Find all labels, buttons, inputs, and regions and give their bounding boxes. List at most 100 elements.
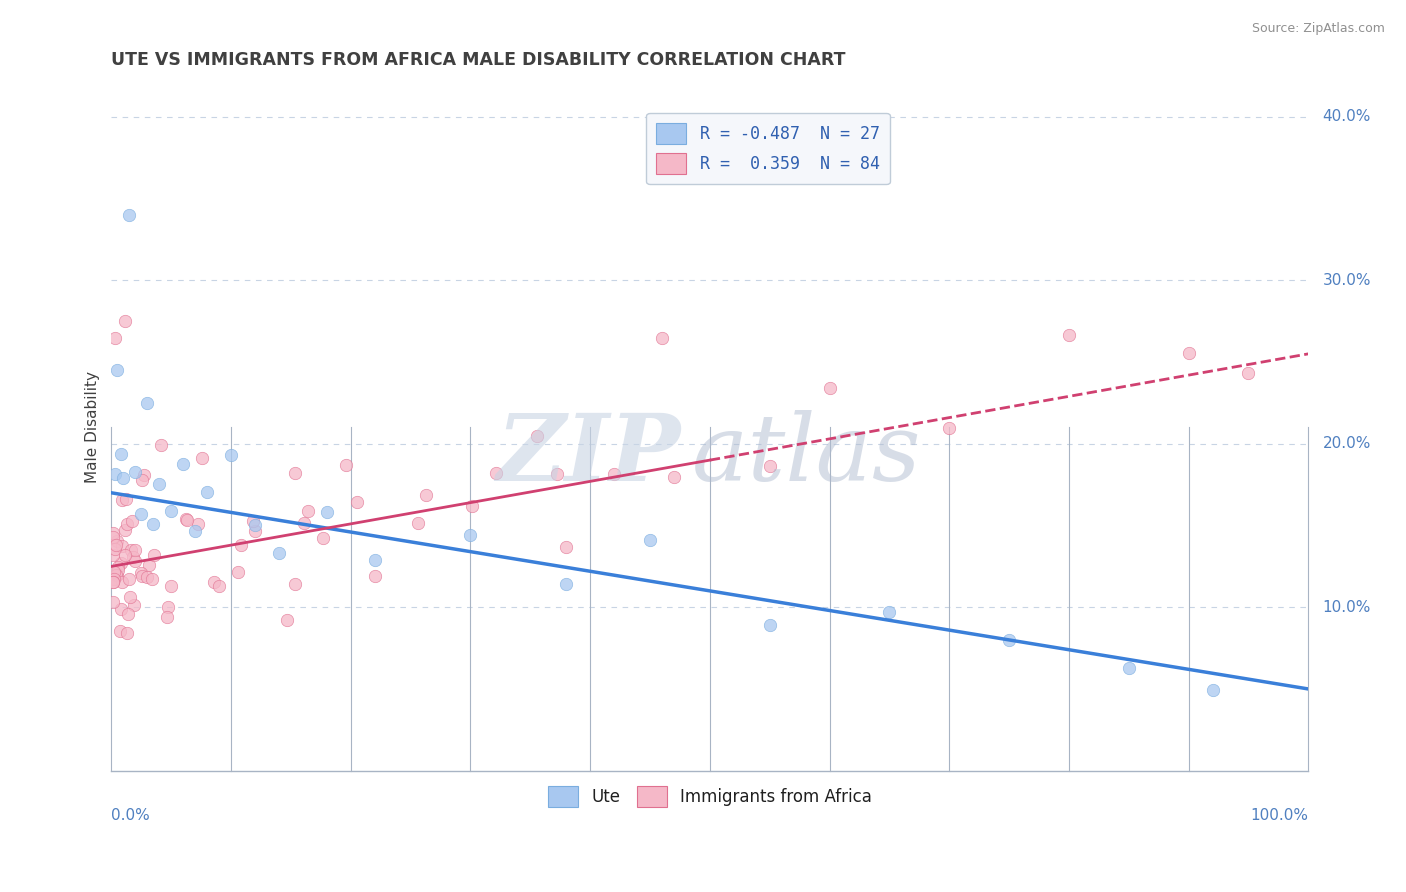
Point [758, 459, 780, 474]
Point [129, 566, 152, 580]
Point [662, 470, 685, 484]
Point [105, 533, 128, 548]
Point [758, 618, 780, 632]
Point [111, 492, 134, 507]
Point [120, 590, 142, 604]
Point [118, 208, 141, 222]
Point [1201, 682, 1223, 697]
Point [184, 524, 207, 538]
Point [243, 524, 266, 538]
Point [267, 546, 290, 560]
Point [204, 574, 226, 589]
Text: 40.0%: 40.0% [1323, 110, 1371, 124]
Point [103, 565, 125, 579]
Point [276, 613, 298, 627]
Point [335, 458, 357, 473]
Point [136, 570, 159, 584]
Point [406, 516, 429, 530]
Point [312, 531, 335, 545]
Point [1177, 345, 1199, 359]
Point [292, 516, 315, 531]
Point [114, 314, 136, 328]
Point [229, 538, 252, 552]
Point [105, 363, 128, 377]
Point [110, 557, 132, 571]
Text: atlas: atlas [692, 410, 921, 500]
Point [118, 572, 141, 586]
Point [1237, 367, 1260, 381]
Point [554, 541, 576, 555]
Point [174, 512, 197, 526]
Point [101, 595, 124, 609]
Point [104, 330, 127, 344]
Point [121, 514, 143, 528]
Text: ZIP: ZIP [496, 410, 681, 500]
Point [187, 517, 209, 532]
Point [651, 330, 673, 344]
Point [364, 553, 387, 567]
Text: 100.0%: 100.0% [1250, 808, 1309, 823]
Point [105, 567, 128, 582]
Point [101, 525, 124, 540]
Point [101, 548, 124, 562]
Point [546, 467, 568, 481]
Point [101, 574, 124, 589]
Point [131, 568, 153, 582]
Text: 0.0%: 0.0% [111, 808, 150, 823]
Point [110, 446, 132, 460]
Point [122, 598, 145, 612]
Point [243, 517, 266, 532]
Point [156, 599, 179, 614]
Point [219, 448, 242, 462]
Point [938, 420, 960, 434]
Point [176, 513, 198, 527]
Point [124, 542, 146, 557]
Point [879, 605, 901, 619]
Point [208, 579, 231, 593]
Point [114, 523, 136, 537]
Text: 10.0%: 10.0% [1323, 599, 1371, 615]
Point [415, 488, 437, 502]
Point [160, 578, 183, 592]
Point [526, 429, 548, 443]
Point [117, 607, 139, 621]
Point [104, 541, 127, 556]
Point [460, 528, 482, 542]
Point [114, 548, 136, 562]
Point [818, 381, 841, 395]
Point [101, 574, 124, 589]
Point [115, 492, 138, 507]
Point [156, 610, 179, 624]
Point [191, 451, 214, 466]
Point [108, 624, 131, 638]
Point [141, 572, 163, 586]
Point [112, 471, 135, 485]
Point [242, 515, 264, 529]
Point [134, 468, 156, 483]
Point [364, 569, 387, 583]
Point [131, 473, 153, 487]
Text: 30.0%: 30.0% [1323, 273, 1371, 288]
Text: 20.0%: 20.0% [1323, 436, 1371, 451]
Point [1057, 328, 1080, 343]
Point [136, 396, 159, 410]
Point [138, 558, 160, 573]
Point [131, 507, 153, 521]
Point [998, 632, 1021, 647]
Text: UTE VS IMMIGRANTS FROM AFRICA MALE DISABILITY CORRELATION CHART: UTE VS IMMIGRANTS FROM AFRICA MALE DISAB… [111, 51, 846, 69]
Point [148, 477, 170, 491]
Point [124, 465, 146, 479]
Text: Source: ZipAtlas.com: Source: ZipAtlas.com [1251, 22, 1385, 36]
Point [160, 504, 183, 518]
Point [142, 517, 165, 532]
Point [195, 485, 218, 500]
Legend: Ute, Immigrants from Africa: Ute, Immigrants from Africa [541, 779, 879, 814]
Y-axis label: Male Disability: Male Disability [86, 371, 100, 483]
Point [149, 437, 172, 451]
Point [172, 457, 194, 471]
Point [104, 538, 127, 552]
Point [107, 559, 129, 574]
Point [120, 542, 142, 557]
Point [1118, 661, 1140, 675]
Point [103, 572, 125, 586]
